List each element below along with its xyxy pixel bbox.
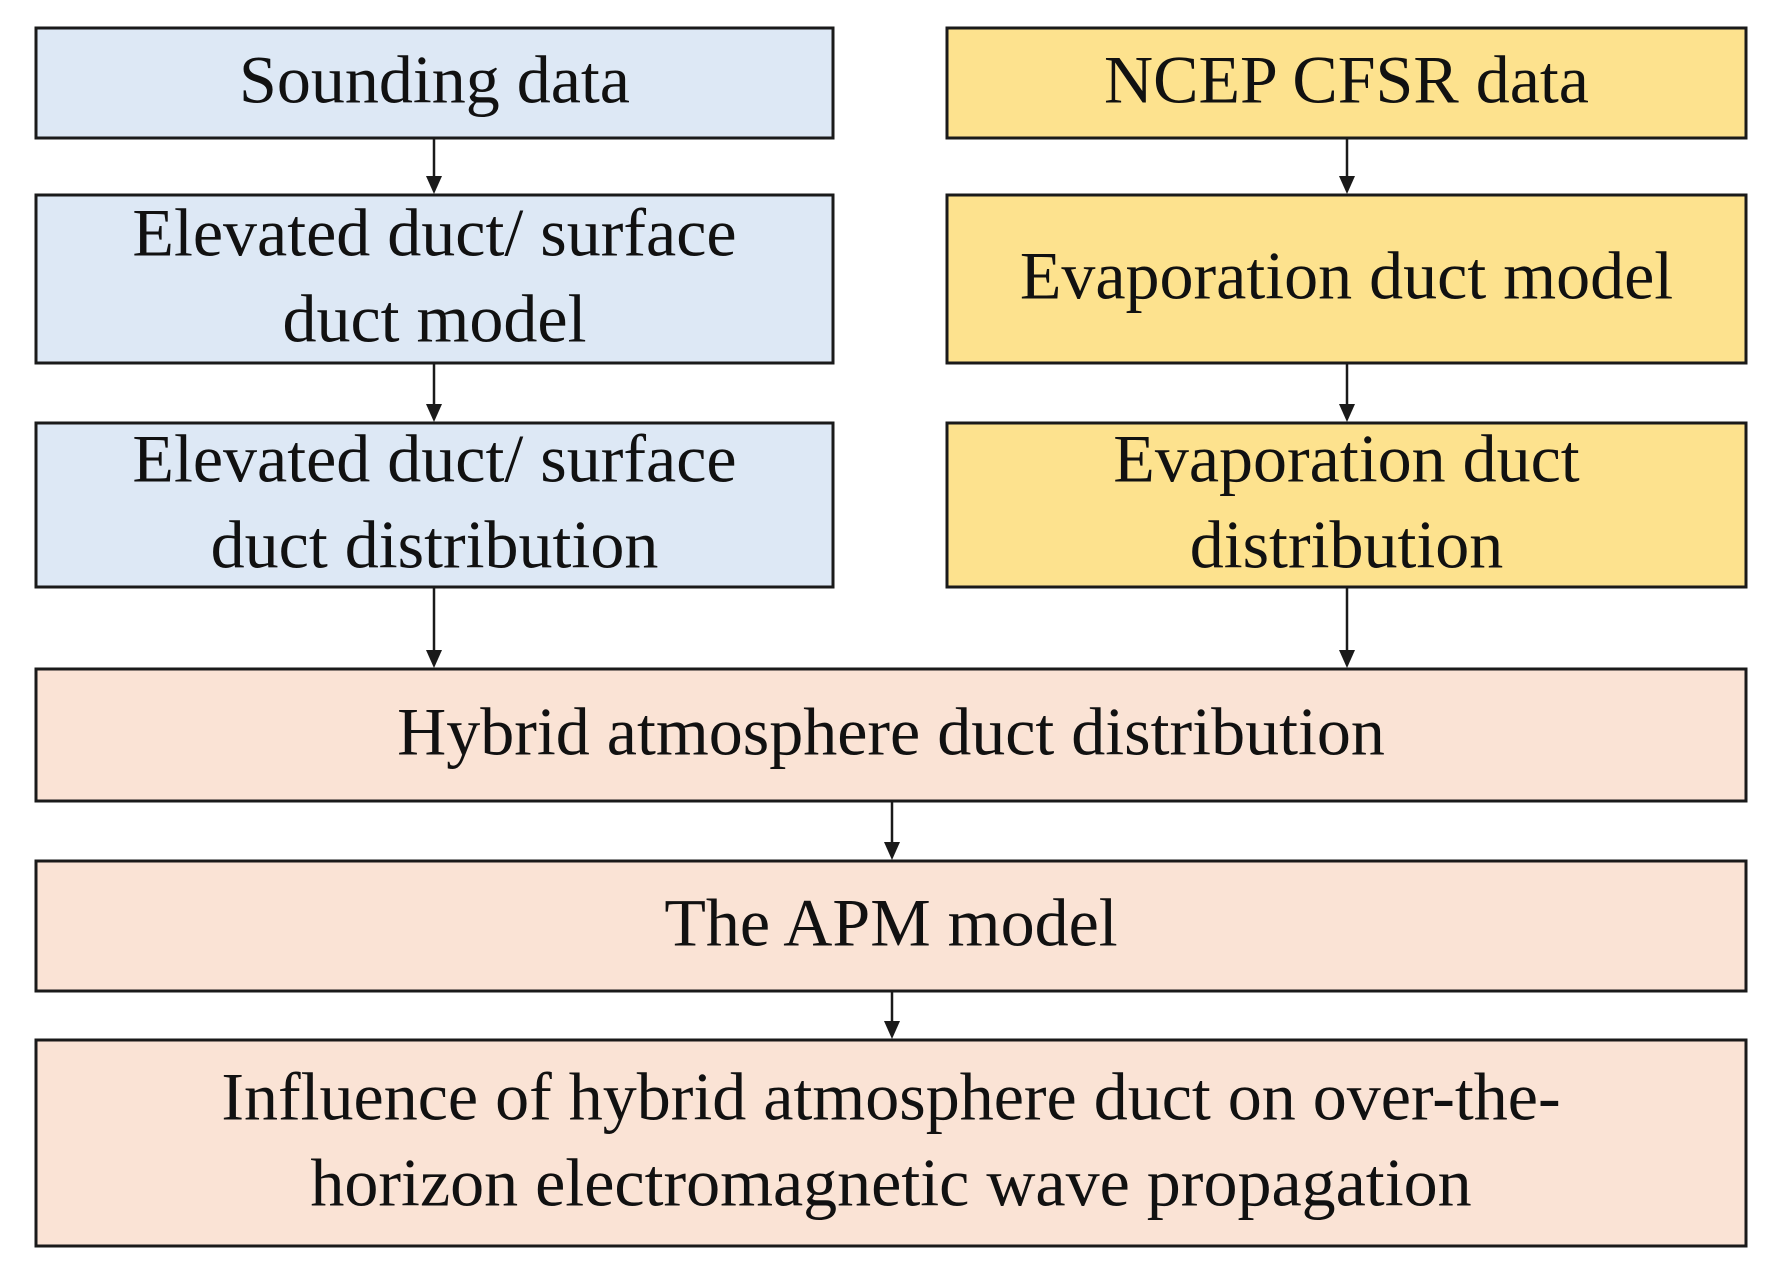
node-box <box>34 421 835 589</box>
node-box <box>34 667 1748 803</box>
arrow-head <box>1339 176 1355 194</box>
arrow-head <box>884 1021 900 1039</box>
node-label: Evaporation duct <box>1113 421 1580 497</box>
node-box <box>34 26 835 140</box>
node-box <box>34 859 1748 993</box>
arrow-head <box>426 650 442 668</box>
node-label: horizon electromagnetic wave propagation <box>310 1145 1471 1221</box>
arrow-head <box>1339 650 1355 668</box>
arrows <box>426 138 1355 1039</box>
node-label: duct model <box>282 281 586 357</box>
node-label: Sounding data <box>239 42 630 118</box>
node-label: Hybrid atmosphere duct distribution <box>397 694 1385 770</box>
node-label: distribution <box>1190 507 1504 583</box>
node-label: Evaporation duct model <box>1020 238 1673 314</box>
node-label: Elevated duct/ surface <box>132 195 736 271</box>
arrow-head <box>426 404 442 422</box>
node-label: duct distribution <box>211 507 659 583</box>
arrow-head <box>426 176 442 194</box>
arrow-head <box>1339 404 1355 422</box>
node-label: The APM model <box>664 885 1117 961</box>
node-box <box>34 193 835 365</box>
node-label: Elevated duct/ surface <box>132 421 736 497</box>
node-box <box>945 421 1748 589</box>
node-box <box>945 193 1748 365</box>
node-label: NCEP CFSR data <box>1104 42 1589 118</box>
node-box <box>34 1038 1748 1248</box>
node-box <box>945 26 1748 140</box>
arrow-head <box>884 842 900 860</box>
node-label: Influence of hybrid atmosphere duct on o… <box>221 1059 1560 1135</box>
